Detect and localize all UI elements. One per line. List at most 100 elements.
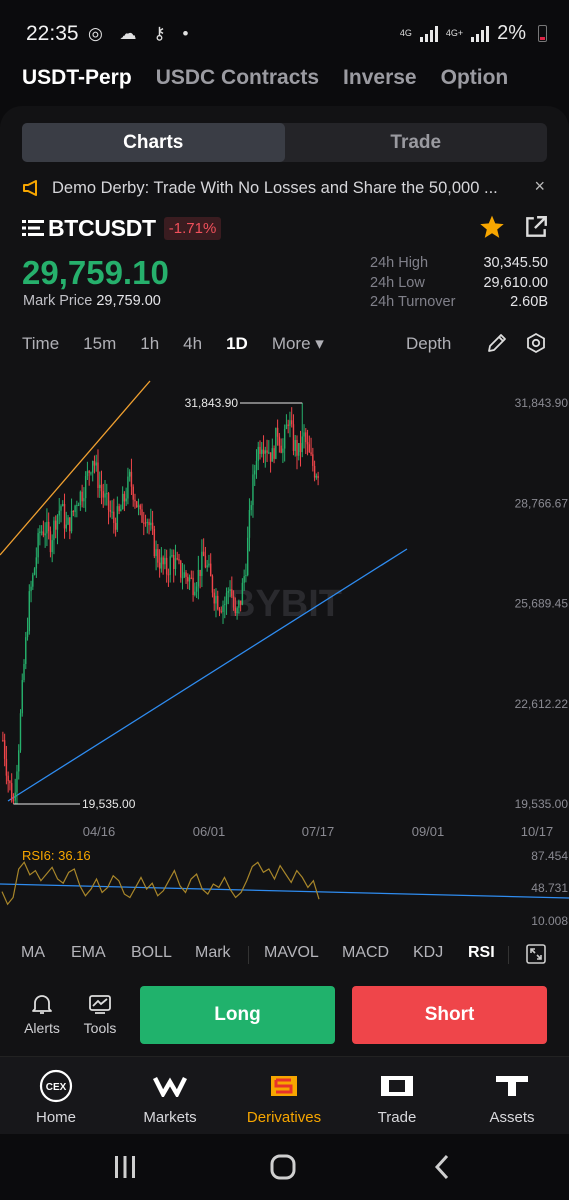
candle-body: [211, 576, 214, 593]
candle-body: [188, 577, 191, 582]
candle-body: [181, 577, 184, 579]
settings-icon[interactable]: [525, 332, 547, 354]
candle-body: [146, 521, 148, 523]
price-chart[interactable]: BYBIT 31,843.90 28,766.67 25,689.45 22,612.2…: [0, 366, 569, 934]
star-icon[interactable]: [479, 214, 505, 240]
candle-body: [299, 443, 302, 453]
tools-icon: [89, 995, 111, 1014]
candle-body: [77, 505, 80, 507]
home-icon[interactable]: [270, 1154, 296, 1180]
candle-body: [222, 605, 224, 612]
candle-body: [206, 565, 208, 568]
candle-body: [246, 537, 249, 576]
candle-body: [157, 549, 159, 563]
chart-canvas[interactable]: BYBIT 31,843.90 28,766.67 25,689.45 22,612.2…: [0, 366, 569, 934]
long-button[interactable]: Long: [140, 986, 335, 1044]
divider: [248, 946, 249, 964]
indicator-mavol[interactable]: MAVOL: [264, 944, 319, 961]
interval-15m[interactable]: 15m: [83, 334, 117, 353]
candle-body: [39, 531, 41, 534]
pencil-icon[interactable]: [486, 332, 508, 354]
candle-body: [301, 436, 303, 453]
share-icon[interactable]: [523, 214, 549, 240]
tab-usdt-perp[interactable]: USDT-Perp: [22, 66, 132, 89]
candle-body: [14, 792, 16, 801]
candle-body: [93, 461, 96, 466]
tools-button[interactable]: Tools: [75, 992, 125, 1036]
nav-markets[interactable]: Markets: [120, 1069, 220, 1126]
menu-list-icon[interactable]: [22, 219, 44, 237]
interval-more[interactable]: More ▾: [271, 334, 324, 353]
candle-body: [171, 555, 173, 557]
network-label-1: 4G: [399, 28, 412, 38]
candle-body: [250, 505, 252, 510]
candle-body: [107, 493, 110, 511]
candle-body: [285, 424, 288, 429]
candle-body: [238, 600, 240, 608]
candle-body: [259, 446, 261, 454]
fullscreen-icon[interactable]: [526, 944, 546, 964]
candle-body: [174, 558, 177, 569]
candle-body: [239, 600, 242, 605]
tab-usdc-contracts[interactable]: USDC Contracts: [155, 66, 320, 89]
candle-body: [215, 595, 217, 604]
candle-body: [232, 596, 235, 608]
mark-price: Mark Price 29,759.00: [23, 293, 161, 309]
indicator-ma[interactable]: MA: [21, 944, 45, 961]
candle-body: [141, 509, 143, 523]
indicator-ema[interactable]: EMA: [71, 944, 106, 961]
interval-1h[interactable]: 1h: [140, 334, 160, 353]
depth-button[interactable]: Depth: [406, 334, 452, 353]
chart-watermark: BYBIT: [228, 583, 342, 625]
candle-body: [218, 609, 221, 612]
candle-body: [95, 462, 97, 466]
candle-body: [261, 449, 263, 454]
candle-body: [25, 637, 27, 664]
battery-level: 2%: [497, 22, 526, 44]
tab-inverse[interactable]: Inverse: [343, 66, 417, 89]
candle-body: [208, 563, 210, 566]
nav-assets[interactable]: Assets: [462, 1069, 562, 1126]
candle-body: [137, 505, 140, 508]
y-tick-label: 31,843.90: [515, 396, 569, 410]
nav-label: Assets: [489, 1109, 535, 1126]
alerts-button[interactable]: Alerts: [17, 992, 67, 1036]
recent-apps-icon[interactable]: [112, 1154, 138, 1180]
trade-tab[interactable]: Trade: [390, 132, 442, 153]
candle-body: [176, 558, 178, 560]
symbol-name[interactable]: BTCUSDT: [48, 214, 156, 241]
indicator-macd[interactable]: MACD: [342, 944, 390, 961]
candle-body: [183, 572, 185, 578]
interval-time[interactable]: Time: [22, 334, 60, 353]
short-button[interactable]: Short: [352, 986, 547, 1044]
candle-body: [72, 510, 75, 513]
candle-body: [116, 506, 119, 530]
megaphone-icon: [23, 180, 37, 196]
candle-body: [144, 522, 147, 524]
low-marker-label: 19,535.00: [82, 797, 136, 811]
indicator-mark[interactable]: Mark: [195, 944, 231, 961]
candle-body: [44, 533, 46, 536]
x-tick-label: 09/01: [412, 824, 445, 839]
tab-option[interactable]: Option: [440, 66, 509, 89]
nav-derivatives[interactable]: Derivatives: [234, 1069, 334, 1126]
indicator-rsi[interactable]: RSI: [468, 944, 495, 961]
candle-body: [26, 631, 29, 638]
charts-tab[interactable]: Charts: [22, 123, 285, 162]
candle-body: [294, 440, 296, 451]
candle-body: [289, 420, 291, 426]
back-icon[interactable]: [430, 1154, 456, 1180]
nav-trade[interactable]: Trade: [347, 1069, 447, 1126]
candle-body: [310, 452, 312, 455]
interval-4h[interactable]: 4h: [183, 334, 203, 353]
stats-24h: 24h High 30,345.50 24h Low 29,610.00 24h T…: [370, 255, 548, 314]
candle-body: [33, 568, 36, 575]
announcement-bar[interactable]: Demo Derby: Trade With No Losses and Sha…: [22, 176, 547, 200]
candle-body: [47, 521, 50, 532]
candle-body: [201, 551, 203, 576]
indicator-boll[interactable]: BOLL: [131, 944, 172, 961]
interval-1d[interactable]: 1D: [226, 334, 248, 353]
close-icon[interactable]: ×: [534, 176, 545, 196]
indicator-kdj[interactable]: KDJ: [413, 944, 444, 961]
nav-home[interactable]: CEX Home: [6, 1069, 106, 1126]
